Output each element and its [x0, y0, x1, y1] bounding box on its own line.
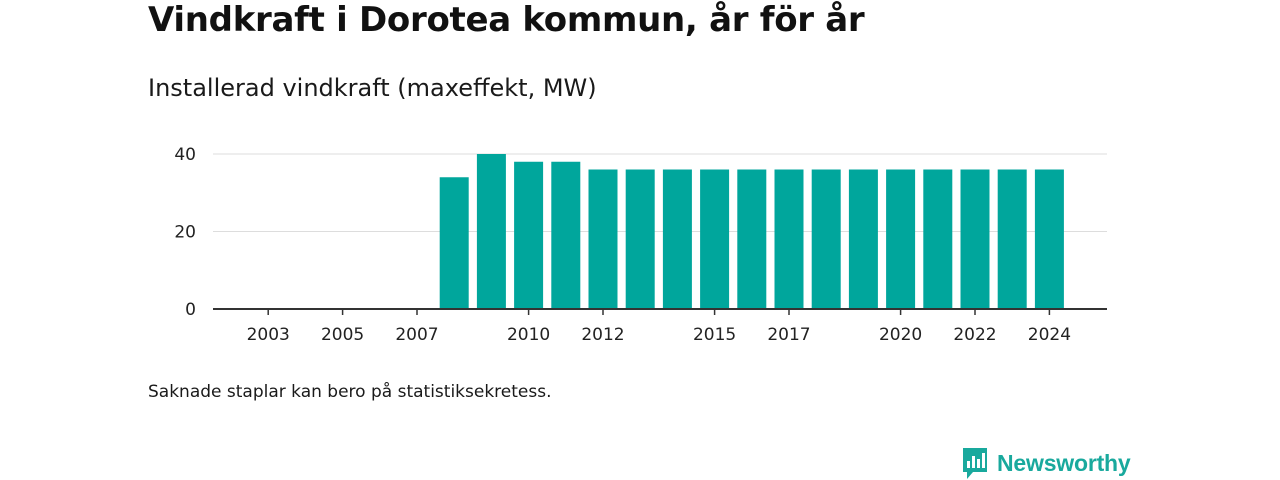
x-tick-label: 2010	[507, 325, 550, 345]
brand-logo[interactable]: Newsworthy	[961, 446, 1131, 480]
bar-2011	[551, 161, 581, 309]
chart-subtitle: Installerad vindkraft (maxeffekt, MW)	[148, 74, 597, 102]
bar-2022	[960, 169, 990, 309]
brand-name: Newsworthy	[997, 449, 1131, 476]
x-tick-label: 2022	[953, 325, 996, 345]
y-tick-label: 0	[185, 300, 196, 320]
y-tick-label: 20	[174, 223, 196, 243]
bar-2009	[476, 154, 506, 309]
bar-chart: 0 20 40 2003 2005 2007 2010 2012 2015 2017 2020 202…	[174, 145, 1107, 345]
x-tick-label: 2005	[321, 325, 364, 345]
bar-2012	[588, 169, 618, 309]
chart-title: Vindkraft i Dorotea kommun, år för år	[148, 0, 865, 40]
bar-2016	[737, 169, 767, 309]
x-tick-label: 2012	[581, 325, 624, 345]
bar-2021	[923, 169, 953, 309]
bar-2023	[997, 169, 1027, 309]
x-tick-label: 2015	[693, 325, 736, 345]
x-tick-label: 2017	[767, 325, 810, 345]
bar-2010	[514, 161, 544, 309]
bar-2018	[811, 169, 841, 309]
footnote: Saknade staplar kan bero på statistiksek…	[148, 382, 552, 402]
bar-2014	[662, 169, 692, 309]
x-tick-label: 2007	[395, 325, 438, 345]
bar-2008	[439, 177, 469, 309]
x-tick-label: 2003	[247, 325, 290, 345]
bar-2017	[774, 169, 804, 309]
newsworthy-logo-icon	[963, 448, 987, 479]
bar-2015	[700, 169, 730, 309]
bar-2019	[848, 169, 878, 309]
bar-2013	[625, 169, 655, 309]
y-tick-label: 40	[174, 145, 196, 165]
bar-2024	[1034, 169, 1064, 309]
x-tick-label: 2020	[879, 325, 922, 345]
x-tick-label: 2024	[1028, 325, 1071, 345]
bar-2020	[886, 169, 916, 309]
